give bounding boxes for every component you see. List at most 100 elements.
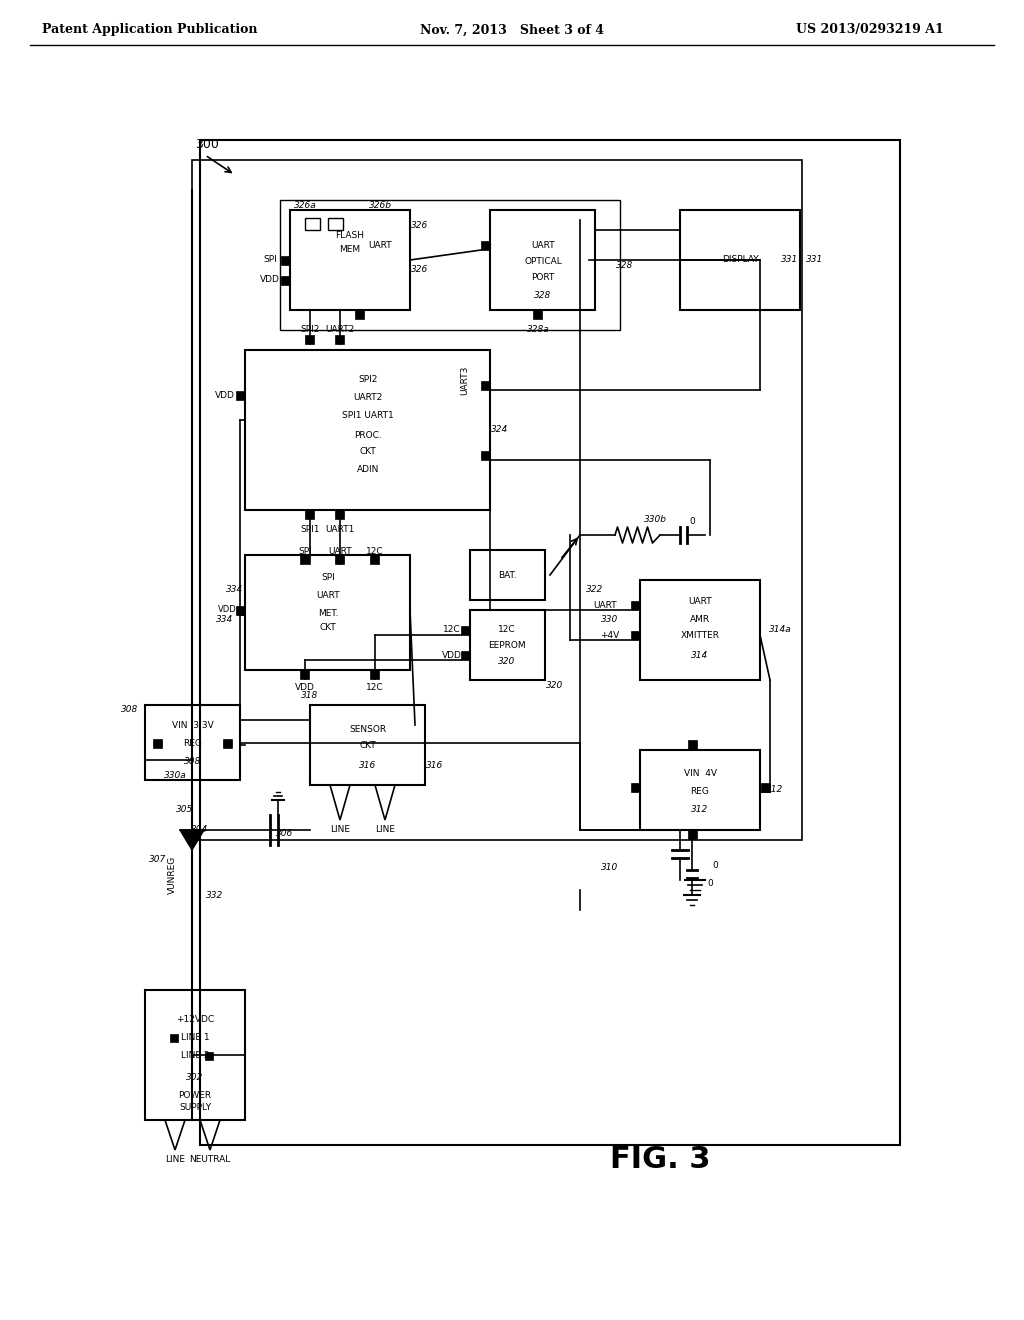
Text: 308: 308 bbox=[184, 758, 202, 767]
Text: 326: 326 bbox=[412, 265, 429, 275]
Text: Patent Application Publication: Patent Application Publication bbox=[42, 24, 258, 37]
Text: 316: 316 bbox=[426, 760, 443, 770]
Text: VDD: VDD bbox=[218, 606, 237, 615]
Bar bbox=[761, 783, 770, 792]
Text: SPI2: SPI2 bbox=[300, 326, 319, 334]
Text: OPTICAL: OPTICAL bbox=[524, 257, 562, 267]
Text: UART: UART bbox=[316, 590, 340, 599]
Bar bbox=[300, 554, 309, 564]
Bar bbox=[145, 990, 245, 1119]
Bar bbox=[328, 218, 343, 230]
Bar bbox=[481, 381, 490, 389]
Text: ADIN: ADIN bbox=[356, 466, 379, 474]
Text: XMITTER: XMITTER bbox=[681, 631, 720, 639]
Text: 314a: 314a bbox=[769, 626, 792, 635]
Text: NEUTRAL: NEUTRAL bbox=[189, 1155, 230, 1164]
Text: UART: UART bbox=[688, 598, 712, 606]
Text: BAT.: BAT. bbox=[498, 570, 516, 579]
Bar bbox=[305, 335, 314, 345]
Text: SPI: SPI bbox=[263, 256, 276, 264]
Text: +4V: +4V bbox=[600, 631, 620, 639]
Text: 12C: 12C bbox=[367, 548, 384, 557]
Text: 307: 307 bbox=[150, 855, 167, 865]
Text: 0: 0 bbox=[712, 861, 718, 870]
Text: 332: 332 bbox=[207, 891, 223, 899]
Text: 328: 328 bbox=[535, 290, 552, 300]
Text: AMR: AMR bbox=[690, 615, 710, 624]
Text: VDD: VDD bbox=[215, 391, 234, 400]
Text: UART: UART bbox=[328, 548, 352, 557]
Text: UART1: UART1 bbox=[326, 525, 354, 535]
Text: SUPPLY: SUPPLY bbox=[179, 1102, 211, 1111]
Text: LINE 1: LINE 1 bbox=[180, 1034, 209, 1043]
Text: VUNREG: VUNREG bbox=[168, 855, 176, 894]
Bar bbox=[245, 350, 490, 510]
Text: 316: 316 bbox=[359, 760, 377, 770]
Text: SPI1 UART1: SPI1 UART1 bbox=[342, 412, 394, 421]
Text: 334: 334 bbox=[216, 615, 233, 624]
Text: REG: REG bbox=[183, 738, 203, 747]
Text: SPI2: SPI2 bbox=[358, 375, 378, 384]
Bar bbox=[281, 256, 290, 265]
Bar bbox=[370, 671, 379, 678]
Text: REG: REG bbox=[690, 788, 710, 796]
Bar bbox=[305, 218, 319, 230]
Bar bbox=[153, 739, 162, 748]
Text: 314: 314 bbox=[691, 651, 709, 660]
Text: 326a: 326a bbox=[294, 201, 316, 210]
Text: VIN  4V: VIN 4V bbox=[683, 770, 717, 779]
Text: PORT: PORT bbox=[531, 272, 555, 281]
Text: SPI: SPI bbox=[322, 573, 335, 582]
Bar bbox=[355, 310, 364, 319]
Text: MET.: MET. bbox=[317, 609, 338, 618]
Text: MEM: MEM bbox=[339, 246, 360, 255]
Text: UART: UART bbox=[531, 240, 555, 249]
Text: 12C: 12C bbox=[499, 626, 516, 635]
Text: UART3: UART3 bbox=[461, 366, 469, 395]
Bar bbox=[223, 739, 232, 748]
Text: SPI1: SPI1 bbox=[300, 525, 319, 535]
Text: 330b: 330b bbox=[643, 516, 667, 524]
Text: 334: 334 bbox=[226, 586, 244, 594]
Bar bbox=[490, 210, 595, 310]
Text: FIG. 3: FIG. 3 bbox=[609, 1146, 711, 1175]
Text: UART2: UART2 bbox=[353, 393, 383, 403]
Text: 0: 0 bbox=[689, 516, 695, 525]
Text: 0: 0 bbox=[708, 879, 713, 888]
Text: FLASH: FLASH bbox=[336, 231, 365, 239]
Bar bbox=[461, 651, 470, 660]
Text: UART: UART bbox=[369, 240, 392, 249]
Bar bbox=[631, 601, 640, 610]
Text: 320: 320 bbox=[499, 657, 516, 667]
Bar bbox=[470, 610, 545, 680]
Text: VDD: VDD bbox=[260, 276, 280, 285]
Text: CKT: CKT bbox=[359, 446, 377, 455]
Bar bbox=[631, 783, 640, 792]
Text: 12C: 12C bbox=[367, 684, 384, 693]
Text: 310: 310 bbox=[601, 862, 618, 871]
Bar bbox=[640, 750, 760, 830]
Bar bbox=[370, 554, 379, 564]
Bar bbox=[461, 626, 470, 635]
Bar bbox=[245, 554, 410, 671]
Text: PROC.: PROC. bbox=[354, 432, 382, 441]
Text: 312: 312 bbox=[691, 805, 709, 814]
Bar bbox=[290, 210, 410, 310]
Text: 330: 330 bbox=[601, 615, 618, 624]
Text: 320: 320 bbox=[547, 681, 563, 689]
Text: CKT: CKT bbox=[359, 741, 377, 750]
Text: +12VDC: +12VDC bbox=[176, 1015, 214, 1024]
Bar bbox=[200, 140, 900, 1144]
Text: VDD: VDD bbox=[295, 684, 315, 693]
Bar bbox=[688, 741, 697, 748]
Text: 330a: 330a bbox=[164, 771, 186, 780]
Bar bbox=[280, 201, 620, 330]
Text: DISPLAY: DISPLAY bbox=[722, 256, 759, 264]
Text: 308: 308 bbox=[122, 705, 138, 714]
Bar bbox=[335, 510, 344, 519]
Text: UART: UART bbox=[593, 601, 616, 610]
Text: CKT: CKT bbox=[319, 623, 336, 631]
Text: 328: 328 bbox=[616, 260, 634, 269]
Text: 328a: 328a bbox=[526, 326, 549, 334]
Bar bbox=[236, 606, 245, 615]
